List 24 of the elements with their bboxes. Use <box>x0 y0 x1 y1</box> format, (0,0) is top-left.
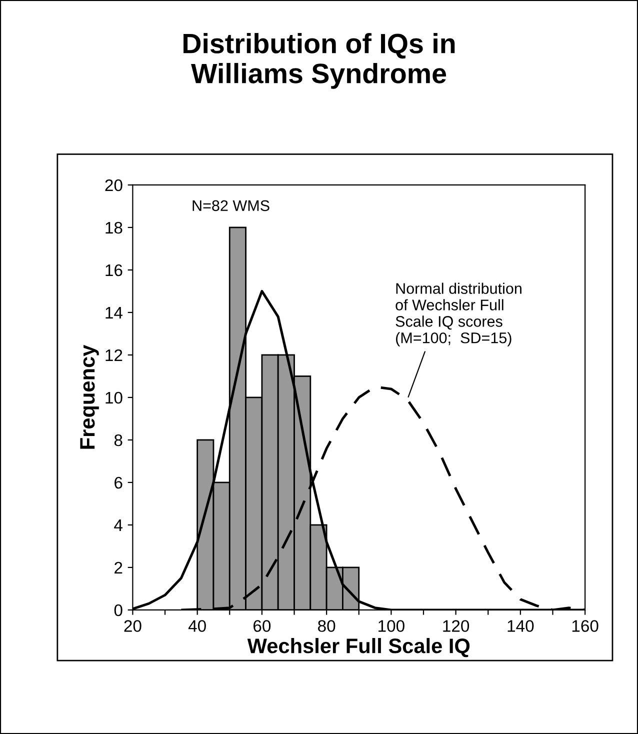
x-tick-label: 80 <box>318 620 336 632</box>
y-tick-label: 14 <box>106 307 122 319</box>
y-tick-label: 18 <box>106 222 122 234</box>
y-tick-label: 10 <box>106 392 122 404</box>
y-tick-label: 0 <box>114 604 122 616</box>
x-tick-label: 100 <box>378 620 404 632</box>
y-axis-title: Frequency <box>80 344 99 449</box>
x-tick-label: 20 <box>124 620 142 632</box>
x-tick-label: 120 <box>443 620 470 632</box>
x-tick-label: 40 <box>188 620 206 632</box>
y-tick-label: 20 <box>105 179 122 192</box>
annotation: Normal distribution of Wechsler Full Scale IQ scores (M=100; SD=15) <box>396 282 522 346</box>
annotation: N=82 WMS <box>192 200 270 212</box>
y-tick-label: 8 <box>114 434 122 446</box>
y-tick-label: 2 <box>114 562 122 574</box>
x-tick-label: 60 <box>254 620 271 632</box>
y-tick-label: 12 <box>106 349 122 361</box>
x-axis-title: Wechsler Full Scale IQ <box>247 638 470 658</box>
x-tick-label: 140 <box>508 620 534 632</box>
chart-title: Distribution of IQs in Williams Syndrome <box>184 33 455 89</box>
y-tick-label: 6 <box>114 476 122 489</box>
y-tick-label: 16 <box>106 264 122 276</box>
x-tick-label: 160 <box>572 620 598 632</box>
y-tick-label: 4 <box>114 520 122 531</box>
